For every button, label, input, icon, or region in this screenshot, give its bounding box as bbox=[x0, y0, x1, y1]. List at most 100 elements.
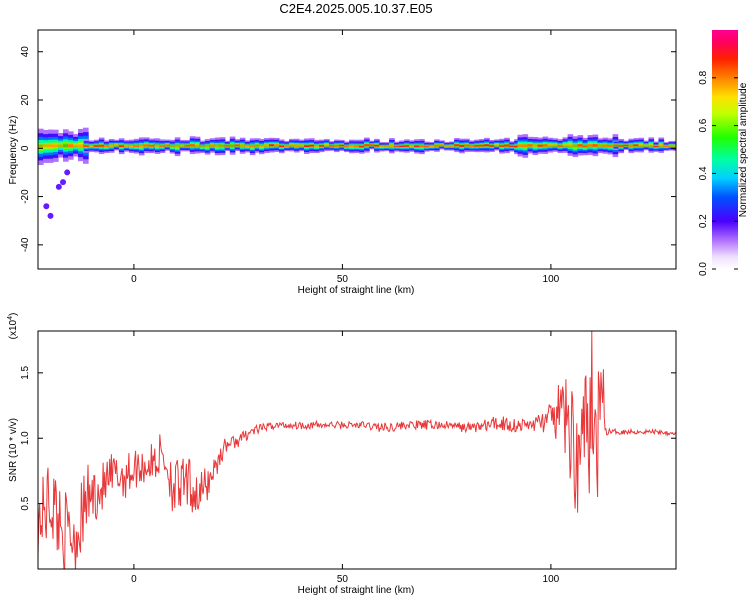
heatmap-cell bbox=[509, 145, 515, 148]
heatmap-cell bbox=[294, 144, 300, 147]
heatmap-cell bbox=[199, 146, 206, 148]
heatmap-cell bbox=[567, 143, 574, 147]
snr-line-layer bbox=[38, 331, 676, 569]
heatmap-cell bbox=[334, 145, 340, 147]
heatmap-cell bbox=[249, 145, 256, 148]
heatmap-cell bbox=[314, 145, 320, 148]
heatmap-cell bbox=[229, 144, 236, 147]
spectrogram-x-label-2: 100 bbox=[543, 274, 560, 285]
heatmap-cell bbox=[279, 145, 285, 148]
heatmap-cell bbox=[239, 144, 246, 147]
heatmap-cell bbox=[527, 144, 534, 147]
heatmap-cell bbox=[379, 146, 385, 148]
snr-y-multiplier-close: ) bbox=[8, 313, 19, 316]
heatmap-cell bbox=[479, 144, 485, 147]
heatmap-cell bbox=[517, 144, 524, 147]
heatmap-cell bbox=[557, 145, 564, 147]
heatmap-cell bbox=[164, 144, 171, 146]
heatmap-cell bbox=[597, 144, 604, 147]
heatmap-cell bbox=[484, 144, 490, 147]
heatmap-cell bbox=[63, 143, 69, 148]
snr-y-multiplier: (x104) bbox=[7, 313, 19, 340]
heatmap-cell bbox=[154, 145, 161, 148]
heatmap-cell bbox=[319, 145, 325, 147]
spectrogram-y-label-2: 0 bbox=[20, 145, 31, 151]
heatmap-cell bbox=[209, 144, 216, 147]
spectrogram-x-label: Height of straight line (km) bbox=[298, 285, 415, 296]
snr-y-multiplier-exp: 4 bbox=[7, 316, 14, 320]
heatmap-cell bbox=[454, 144, 460, 146]
colorbar-tick-label-0: 0.0 bbox=[698, 262, 709, 276]
spectrogram-x-label-0: 0 bbox=[131, 274, 137, 285]
heatmap-cell bbox=[613, 144, 620, 146]
heatmap-cell bbox=[499, 145, 505, 148]
heatmap-cell bbox=[394, 145, 400, 148]
spectrogram-frame bbox=[37, 29, 677, 270]
heatmap-cell bbox=[474, 145, 480, 147]
heatmap-cell bbox=[148, 144, 155, 147]
heatmap-cell bbox=[389, 144, 395, 147]
heatmap-cell bbox=[648, 144, 655, 146]
heatmap-cell bbox=[577, 144, 584, 147]
heatmap-cell bbox=[143, 144, 150, 147]
heatmap-cell bbox=[449, 145, 455, 147]
heatmap-cell bbox=[359, 145, 365, 148]
heatmap-cell bbox=[184, 145, 191, 147]
spectrogram-y-label-3: 20 bbox=[20, 94, 31, 106]
heatmap-cell bbox=[309, 144, 315, 147]
heatmap-cell bbox=[179, 144, 186, 147]
heatmap-cell bbox=[289, 144, 295, 146]
heatmap-cell bbox=[339, 144, 345, 147]
heatmap-spot-1 bbox=[55, 183, 62, 190]
snr-x-label-0: 0 bbox=[131, 574, 137, 585]
spectrogram-x-label-1: 50 bbox=[337, 274, 349, 285]
snr-y-label-1: 1.0 bbox=[20, 431, 31, 445]
snr-frame bbox=[37, 330, 677, 570]
heatmap-spot-0 bbox=[60, 179, 67, 186]
heatmap-cell bbox=[532, 144, 539, 148]
snr-series-line bbox=[38, 331, 676, 569]
colorbar-tick-label-3: 0.6 bbox=[698, 118, 709, 132]
heatmap-cell bbox=[489, 145, 495, 147]
spectrogram-y-ticks: -40 -20 0 20 40 bbox=[20, 46, 676, 252]
heatmap-cell bbox=[459, 145, 465, 147]
heatmap-cell bbox=[592, 144, 599, 147]
colorbar-gradient bbox=[712, 30, 738, 269]
snr-x-label-2: 100 bbox=[543, 574, 560, 585]
snr-y-label-0: 0.5 bbox=[20, 496, 31, 510]
heatmap-spot-2 bbox=[64, 169, 71, 176]
heatmap-cell bbox=[68, 143, 74, 148]
heatmap-cell bbox=[138, 145, 145, 148]
heatmap-cell bbox=[504, 144, 510, 147]
heatmap-cell bbox=[204, 145, 211, 148]
heatmap-cell bbox=[254, 144, 261, 147]
heatmap-cell bbox=[224, 145, 231, 147]
heatmap-cell bbox=[668, 145, 675, 147]
spectrogram-y-label-0: -40 bbox=[20, 237, 31, 252]
heatmap-cell bbox=[174, 145, 181, 148]
heatmap-cell bbox=[633, 144, 640, 147]
colorbar-tick-label-4: 0.8 bbox=[698, 70, 709, 84]
heatmap-spot-4 bbox=[47, 212, 54, 219]
heatmap-cell bbox=[133, 145, 140, 148]
colorbar-label: Normalized spectral amplitude bbox=[738, 82, 749, 217]
snr-y-ticks: 0.5 1.0 1.5 bbox=[20, 365, 676, 511]
heatmap-core bbox=[38, 144, 676, 148]
heatmap-cell bbox=[562, 144, 569, 147]
heatmap-cell bbox=[269, 144, 275, 147]
heatmap-cell bbox=[439, 144, 445, 146]
heatmap-cell bbox=[123, 145, 130, 147]
heatmap-cell bbox=[344, 146, 350, 148]
heatmap-cell bbox=[324, 144, 330, 146]
heatmap-cell bbox=[48, 144, 54, 149]
snr-x-ticks: 0 50 100 bbox=[131, 331, 560, 585]
heatmap-cell bbox=[658, 144, 665, 147]
heatmap-cell bbox=[128, 145, 135, 148]
spectrogram-y-label-1: -20 bbox=[20, 189, 31, 204]
heatmap-cell bbox=[572, 145, 579, 148]
heatmap-cell bbox=[214, 145, 221, 148]
snr-x-label-1: 50 bbox=[337, 574, 349, 585]
heatmap-cell bbox=[374, 144, 380, 147]
heatmap-cell bbox=[88, 145, 95, 147]
